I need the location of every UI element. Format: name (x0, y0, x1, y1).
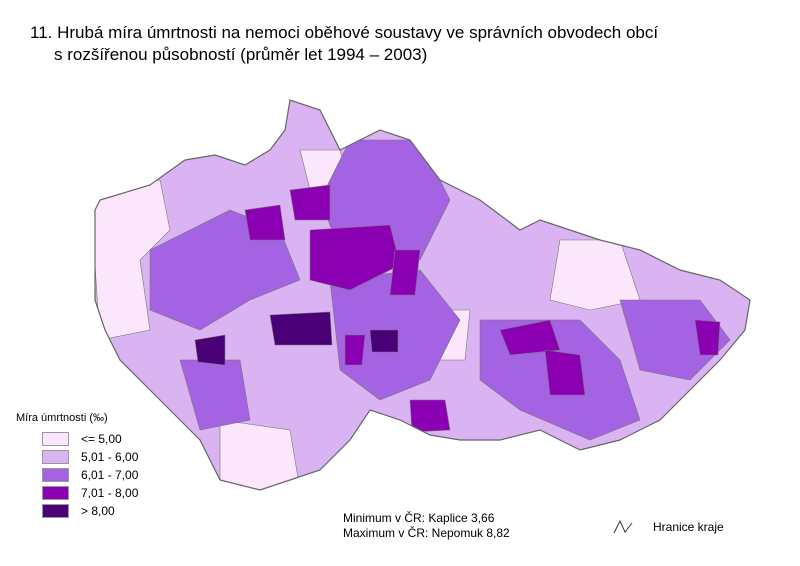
map-title: 11. Hrubá míra úmrtnosti na nemoci oběho… (30, 23, 659, 64)
legend-item: 7,01 - 8,00 (42, 484, 138, 502)
region-class-4 (499, 319, 561, 356)
legend-item: <= 5,00 (42, 430, 138, 448)
region-class-5 (269, 311, 333, 346)
legend-swatch (42, 432, 69, 446)
region-class-4 (289, 184, 331, 221)
legend-label: > 8,00 (81, 504, 115, 518)
legend-item: 6,01 - 7,00 (42, 466, 138, 484)
region-class-5 (194, 334, 226, 366)
region-class-4 (344, 334, 366, 366)
region-class-4 (244, 204, 286, 241)
stats-note: Minimum v ČR: Kaplice 3,66 Maximum v ČR:… (343, 511, 510, 541)
legend-item: 5,01 - 6,00 (42, 448, 138, 466)
map-legend: Míra úmrtnosti (‰) <= 5,00 5,01 - 6,00 6,0… (16, 412, 138, 520)
border-legend: Hranice kraje (613, 519, 724, 535)
legend-label: 7,01 - 8,00 (81, 486, 139, 500)
legend-label: <= 5,00 (81, 432, 122, 446)
region-class-4 (409, 399, 451, 433)
legend-swatch (42, 450, 69, 464)
region-class-5 (369, 329, 399, 353)
legend-title: Míra úmrtnosti (‰) (16, 412, 108, 424)
legend-swatch (42, 504, 69, 518)
region-class-1 (219, 419, 301, 490)
legend-item: > 8,00 (42, 502, 138, 520)
region-class-4 (544, 349, 586, 396)
maximum-text: Maximum v ČR: Nepomuk 8,82 (343, 526, 510, 540)
legend-label: 6,01 - 7,00 (81, 468, 139, 482)
zigzag-line-icon (613, 519, 633, 534)
minimum-text: Minimum v ČR: Kaplice 3,66 (343, 511, 495, 525)
legend-swatch (42, 486, 69, 500)
region-class-4 (309, 224, 401, 291)
region-class-3 (619, 299, 731, 381)
region-class-4 (389, 249, 421, 296)
legend-label: 5,01 - 6,00 (81, 450, 139, 464)
region-class-4 (694, 319, 721, 356)
legend-swatch (42, 468, 69, 482)
